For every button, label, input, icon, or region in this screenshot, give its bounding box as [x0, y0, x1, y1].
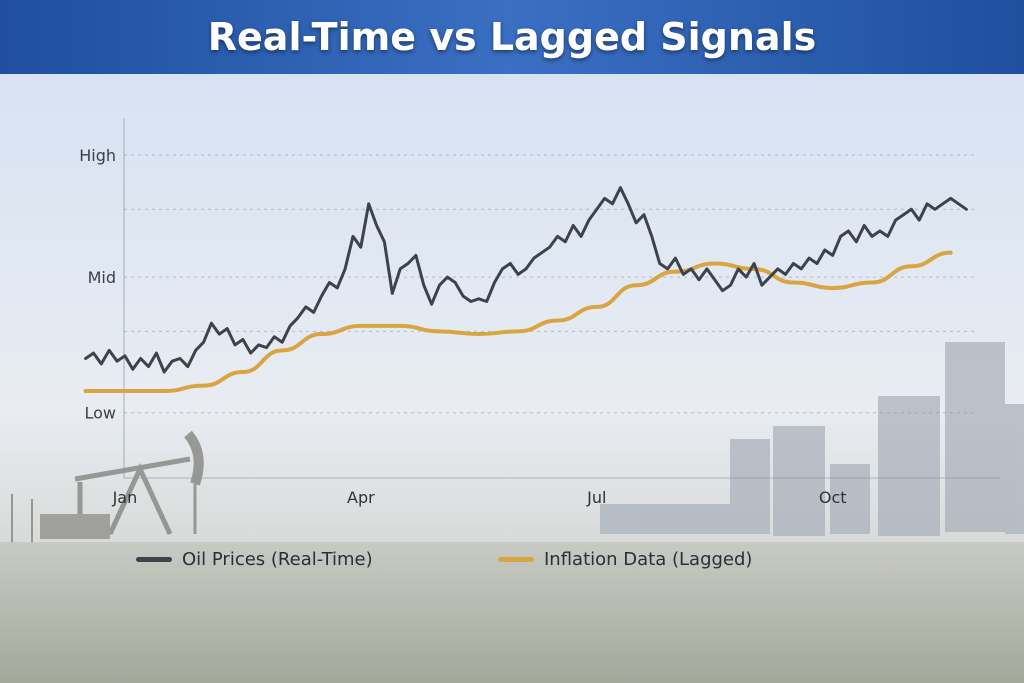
x-tick-label-jan: Jan: [112, 488, 138, 507]
y-axis-ticks: High Mid Low: [79, 146, 116, 423]
series-line-oil: [84, 186, 968, 374]
series-line-inflation: [83, 250, 953, 394]
oil-pump-jack: [11, 430, 204, 544]
y-tick-label-mid: Mid: [88, 268, 116, 287]
grid-lines: [124, 154, 975, 414]
x-axis-ticks: Jan Apr Jul Oct: [112, 488, 847, 507]
background-scene: [0, 74, 1024, 683]
y-tick-label-high: High: [79, 146, 116, 165]
legend-item-oil: Oil Prices (Real-Time): [136, 546, 373, 572]
x-tick-label-jul: Jul: [586, 488, 606, 507]
desert-ground: [0, 542, 1024, 683]
legend-swatch-inflation: [498, 556, 534, 562]
title-bar: Real-Time vs Lagged Signals: [0, 0, 1024, 74]
y-tick-label-low: Low: [84, 404, 116, 423]
series-lines: [83, 186, 968, 394]
legend-swatch-oil: [136, 556, 172, 562]
legend-label-inflation: Inflation Data (Lagged): [544, 548, 753, 570]
x-tick-label-oct: Oct: [819, 488, 847, 507]
legend-label-oil: Oil Prices (Real-Time): [182, 548, 373, 570]
x-tick-label-apr: Apr: [347, 488, 375, 507]
city-skyline: [600, 342, 1024, 536]
legend-item-inflation: Inflation Data (Lagged): [498, 546, 752, 572]
chart-title: Real-Time vs Lagged Signals: [207, 15, 817, 59]
